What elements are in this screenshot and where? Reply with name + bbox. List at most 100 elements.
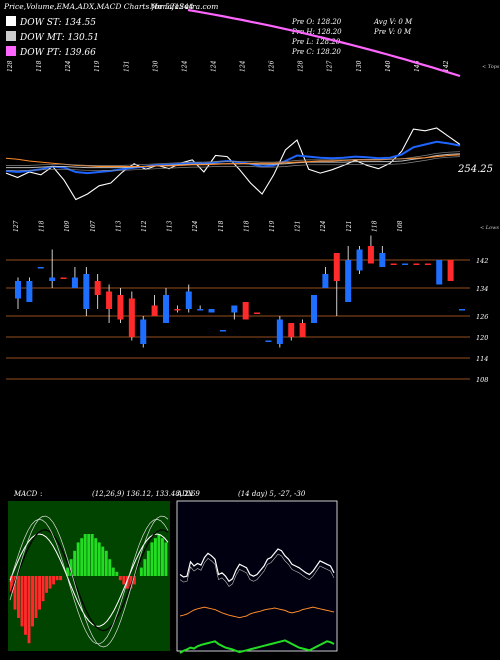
legend-swatch-dow-pt [6, 46, 16, 56]
lows-tick-label: 107 [90, 220, 97, 232]
lows-tick-label: 109 [64, 220, 71, 232]
macd-histogram-bar [97, 542, 101, 576]
candle-body [174, 309, 181, 311]
tops-tick-label: 130 [152, 60, 159, 72]
pre-close: Pre C: 128.20 [291, 48, 341, 56]
macd-histogram-bar [48, 576, 52, 589]
macd-histogram-bar [45, 576, 49, 593]
macd-histogram-bar [104, 550, 108, 576]
macd-histogram-bar [31, 576, 34, 627]
macd-histogram-bar [83, 534, 87, 576]
candle-body [49, 277, 56, 281]
lows-tick-label: 118 [218, 220, 225, 232]
macd-histogram-bar [76, 542, 80, 576]
macd-histogram-bar [108, 559, 112, 576]
chart-title: Price,Volume,EMA,ADX,MACD Charts for 521… [3, 2, 194, 11]
candle-body [15, 281, 21, 299]
ema-band-upper [6, 151, 461, 166]
candle-body [151, 305, 158, 316]
candle-body [322, 274, 329, 288]
candle-body [436, 260, 443, 285]
macd-histogram-bar [146, 550, 150, 576]
adx-title: ADX [176, 490, 194, 498]
tops-tick-label: 124 [65, 60, 72, 72]
macd-histogram-bar [38, 576, 41, 610]
legend-dow-pt: DOW PT: 139.66 [19, 48, 96, 58]
tops-tick-label: 142 [443, 60, 450, 72]
adx-line [179, 548, 335, 583]
candle-body [459, 309, 465, 311]
macd-histogram-bar [52, 576, 56, 585]
lows-tick-label: 113 [167, 220, 174, 232]
candle-body [231, 305, 238, 313]
candle-body [424, 263, 431, 265]
lows-tick-label: 113 [115, 220, 122, 232]
site-name: MunafaSutra.com [149, 2, 218, 11]
legend-swatch-dow-mt [6, 31, 16, 41]
candle-body [265, 340, 272, 342]
candle-body [219, 330, 226, 332]
tops-tick-label: 130 [356, 60, 363, 72]
candle-body [345, 260, 352, 302]
lows-tick-label: 118 [243, 220, 250, 232]
macd-histogram-bar [24, 576, 27, 635]
tops-tick-label: 124 [181, 60, 188, 72]
candle-body [367, 246, 374, 264]
lows-tick-label: 112 [141, 220, 148, 232]
candle-body [311, 295, 317, 323]
tops-tick-label: 128 [7, 60, 14, 72]
candle-body [390, 263, 397, 265]
pre-open: Pre O: 128.20 [291, 18, 342, 26]
ema-panel: < Tops 254.25 128 118 124 119 131 130 124 124 12… [5, 8, 500, 201]
legend: DOW ST: 134.55 DOW MT: 130.51 DOW PT: 13… [6, 16, 99, 58]
macd-histogram-bar [90, 534, 94, 576]
candle-body [402, 263, 409, 265]
ema-band-lower [6, 156, 461, 171]
macd-histogram-bar [115, 571, 119, 576]
macd-histogram-bar [59, 576, 63, 581]
macd-histogram-bar [10, 576, 13, 593]
tops-tick-label: 126 [269, 60, 276, 72]
level-label: 126 [476, 313, 488, 321]
ohlc-info: Pre O: 128.20 Avg V: 0 M Pre H: 128.20 P… [291, 18, 413, 56]
candle-body [140, 319, 147, 344]
macd-histogram-bar [101, 546, 105, 576]
tops-tick-label: 140 [385, 60, 392, 72]
level-label: 108 [476, 376, 488, 384]
candle-body [413, 263, 420, 265]
candle-body [197, 309, 204, 311]
macd-histogram-bar [17, 576, 20, 618]
legend-swatch-dow-st [6, 16, 16, 26]
level-label: 120 [476, 334, 488, 342]
macd-histogram-bar [122, 576, 126, 585]
macd-histogram-bar [80, 538, 84, 576]
candle-body [288, 323, 295, 337]
macd-histogram-bar [111, 567, 115, 576]
macd-line [9, 529, 169, 632]
candle-body [276, 319, 283, 344]
lows-tick-label: 119 [269, 220, 276, 232]
macd-histogram-bar [139, 567, 143, 576]
macd-histogram-bar [160, 538, 164, 576]
macd-histogram-bar [34, 576, 38, 618]
lows-tick-label: 124 [320, 220, 327, 232]
macd-histogram-bar [13, 576, 17, 610]
ema-fast-line [5, 140, 461, 175]
macd-histogram-bar [66, 567, 70, 576]
lows-label: < Lows [480, 225, 499, 231]
pre-volume: Pre V: 0 M [373, 28, 412, 36]
lows-tick-label: 118 [39, 220, 46, 232]
tops-tick-label: 124 [210, 60, 217, 72]
macd-histogram-bar [157, 534, 161, 576]
macd-panel [8, 501, 170, 651]
legend-dow-st: DOW ST: 134.55 [19, 18, 96, 28]
lows-tick-label: 121 [295, 221, 302, 232]
macd-histogram-bar [150, 542, 154, 576]
candlestick-panel: < Lows 127 118 109 107 113 112 113 124 118 118 119… [6, 220, 499, 384]
candle-body [254, 312, 261, 314]
level-label: 142 [476, 257, 488, 265]
adx-minus-di-line [179, 606, 335, 619]
avg-volume: Avg V: 0 M [373, 18, 413, 26]
candle-body [117, 295, 124, 320]
